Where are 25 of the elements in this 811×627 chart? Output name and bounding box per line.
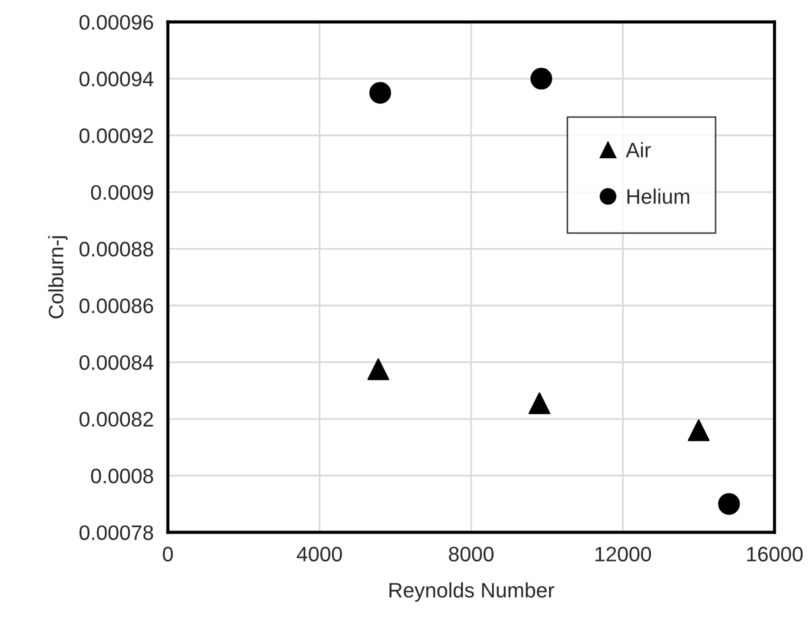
y-tick-label: 0.00096 (80, 14, 154, 30)
x-tick-label: 4000 (296, 546, 342, 562)
legend-label: Helium (627, 188, 690, 204)
point (369, 82, 392, 104)
point (367, 358, 390, 380)
point (530, 68, 552, 90)
point (688, 419, 710, 442)
y-tick-label: 0.00082 (80, 412, 153, 427)
y-tick-label: 0.0008 (91, 468, 154, 484)
x-tick-label: 16000 (747, 546, 803, 562)
y-tick-label: 0.00078 (80, 525, 154, 540)
x-axis-title: Reynolds Number (390, 582, 554, 602)
y-tick-label: 0.0009 (91, 185, 154, 200)
y-tick-label: 0.00084 (80, 355, 154, 370)
x-tick-label: 12000 (595, 546, 651, 562)
y-axis-title: Colburn-j (48, 236, 68, 318)
y-tick-label: 0.00088 (80, 242, 154, 257)
y-tick-label: 0.00086 (80, 298, 154, 314)
y-tick-label: 0.00094 (80, 72, 154, 86)
point (528, 392, 550, 414)
x-tick-label: 8000 (448, 546, 494, 562)
point (718, 493, 740, 515)
legend-label: Air (626, 142, 651, 158)
y-tick-label: 0.00092 (80, 128, 153, 144)
x-tick-label: 0 (162, 546, 173, 562)
